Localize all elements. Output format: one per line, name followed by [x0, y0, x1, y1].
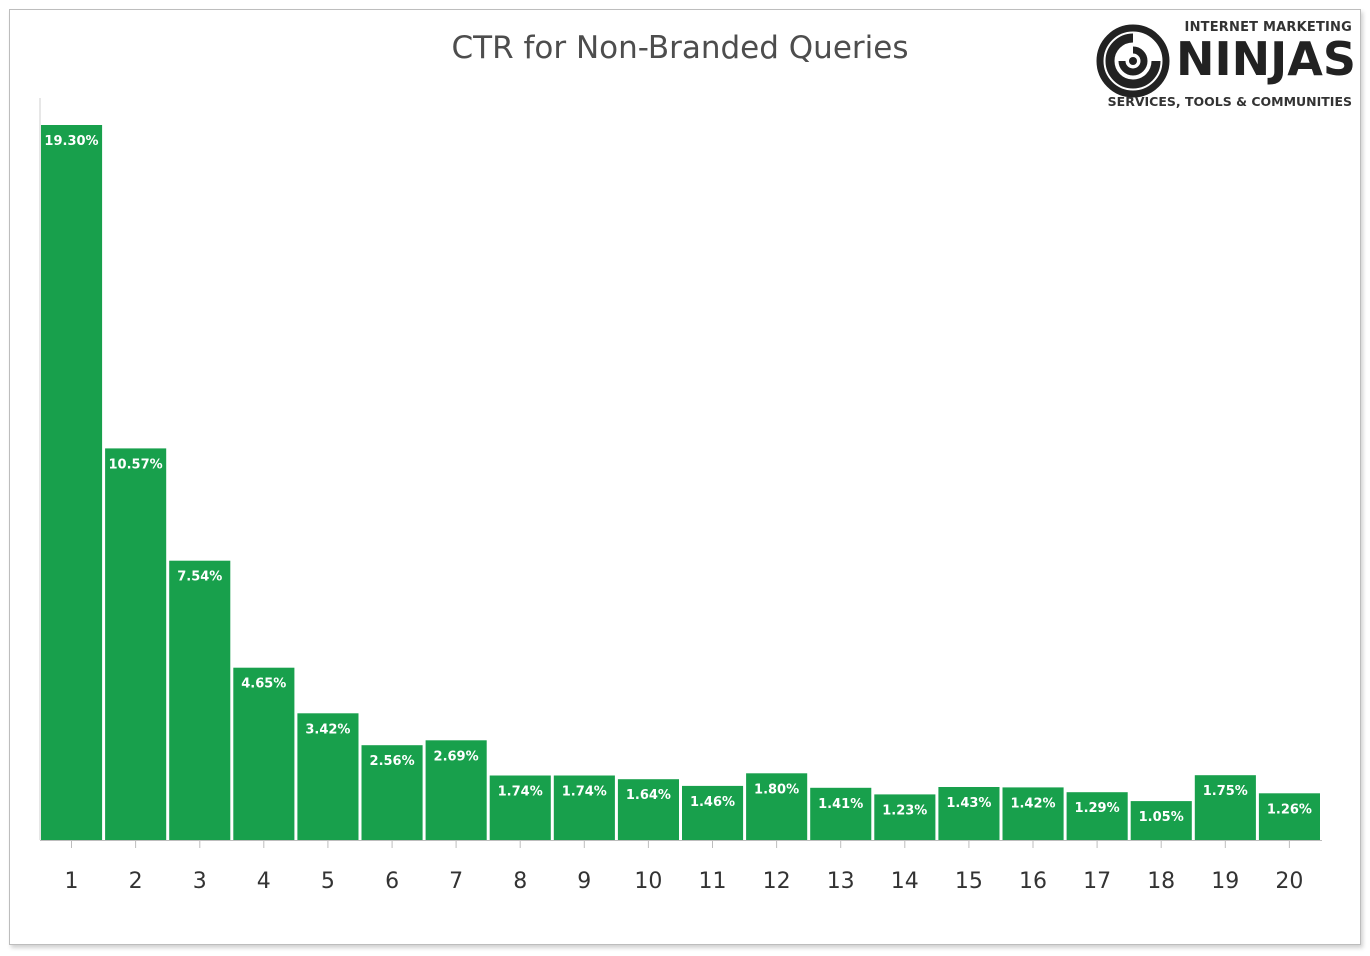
chart-title: CTR for Non-Branded Queries [451, 30, 909, 66]
bar-5 [297, 713, 359, 840]
data-label-6: 2.56% [370, 754, 415, 769]
x-tick-label-12: 12 [763, 869, 791, 894]
data-label-2: 10.57% [109, 457, 163, 472]
x-tick-label-1: 1 [65, 869, 79, 894]
x-tick-label-18: 18 [1147, 869, 1175, 894]
x-tick-label-15: 15 [955, 869, 983, 894]
bar-3 [169, 560, 231, 840]
x-tick-label-16: 16 [1019, 869, 1047, 894]
bar-11 [682, 785, 744, 840]
bars-group: 19.30% 10.57% 7.54% 4.65% 3.42% 2.56% 2.69% 1.7… [41, 125, 1320, 840]
data-label-1: 19.30% [44, 134, 98, 149]
data-label-7: 2.69% [434, 749, 479, 764]
logo-top-text: INTERNET MARKETING [1184, 20, 1352, 35]
x-tick-label-5: 5 [321, 869, 335, 894]
brand-logo: INTERNET MARKETING NINJAS SERVICES, TOOL… [1094, 18, 1356, 114]
x-tick-label-7: 7 [449, 869, 463, 894]
bar-7 [425, 740, 487, 840]
data-label-12: 1.80% [754, 782, 799, 797]
data-label-16: 1.42% [1010, 796, 1055, 811]
bar-20 [1258, 793, 1320, 840]
bar-8 [489, 775, 551, 840]
data-label-13: 1.41% [818, 797, 863, 812]
bar-16 [1002, 787, 1064, 840]
x-tick-label-3: 3 [193, 869, 207, 894]
data-label-11: 1.46% [690, 795, 735, 810]
bar-2 [105, 448, 167, 840]
x-tick-label-11: 11 [699, 869, 727, 894]
x-tick-label-8: 8 [513, 869, 527, 894]
data-label-4: 4.65% [241, 677, 286, 692]
x-tick-label-6: 6 [385, 869, 399, 894]
x-tick-label-19: 19 [1211, 869, 1239, 894]
swirl-logo-icon [1096, 24, 1170, 98]
data-label-3: 7.54% [177, 570, 222, 585]
logo-main-text: NINJAS [1176, 32, 1356, 86]
bar-19 [1194, 775, 1256, 840]
bar-6 [361, 745, 423, 840]
data-label-9: 1.74% [562, 785, 607, 800]
data-label-15: 1.43% [946, 796, 991, 811]
x-tick-label-13: 13 [827, 869, 855, 894]
x-tick-label-20: 20 [1275, 869, 1303, 894]
data-label-17: 1.29% [1075, 801, 1120, 816]
x-tick-label-14: 14 [891, 869, 919, 894]
bar-17 [1066, 792, 1128, 840]
data-label-14: 1.23% [882, 803, 927, 818]
bar-12 [746, 773, 808, 840]
data-label-18: 1.05% [1139, 810, 1184, 825]
bar-18 [1130, 801, 1192, 840]
data-label-10: 1.64% [626, 788, 671, 803]
x-tick-label-10: 10 [634, 869, 662, 894]
axes-group: 1 2 3 4 5 6 7 8 9 10 11 12 13 14 15 16 17 18 19 20 [39, 98, 1322, 894]
data-label-19: 1.75% [1203, 784, 1248, 799]
x-tick-label-4: 4 [257, 869, 271, 894]
bar-13 [810, 787, 872, 840]
x-tick-label-17: 17 [1083, 869, 1111, 894]
bar-4 [233, 667, 295, 840]
data-label-5: 3.42% [305, 722, 350, 737]
bar-1 [41, 125, 103, 840]
bar-15 [938, 787, 1000, 840]
bar-9 [553, 775, 615, 840]
data-label-20: 1.26% [1267, 802, 1312, 817]
data-label-8: 1.74% [498, 785, 543, 800]
bar-14 [874, 794, 936, 840]
x-tick-label-2: 2 [129, 869, 143, 894]
x-tick-label-9: 9 [577, 869, 591, 894]
bar-10 [617, 779, 679, 840]
logo-bottom-text: SERVICES, TOOLS & COMMUNITIES [1107, 94, 1352, 109]
